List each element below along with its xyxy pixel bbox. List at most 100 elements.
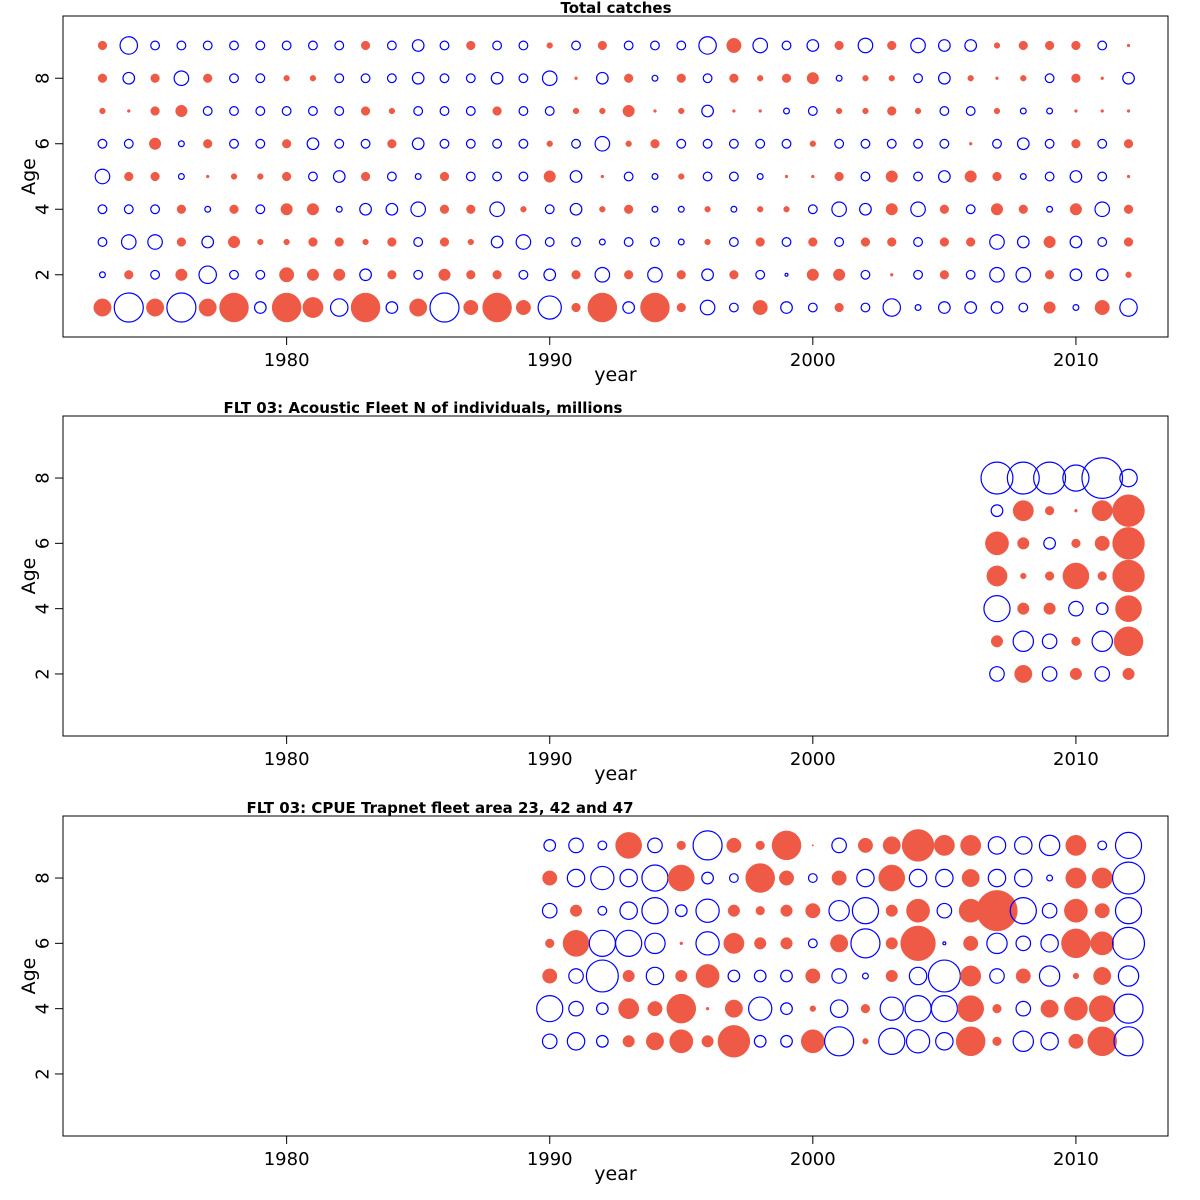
negative-residual-bubble [307, 40, 318, 51]
negative-residual-bubble [856, 868, 875, 888]
negative-residual-bubble [701, 268, 714, 282]
positive-residual-bubble [624, 73, 634, 83]
negative-residual-bubble [677, 205, 685, 213]
negative-residual-bubble [935, 1032, 954, 1051]
negative-residual-bubble [176, 40, 187, 51]
negative-residual-bubble [1041, 666, 1058, 682]
negative-residual-bubble [1018, 302, 1029, 313]
negative-residual-bubble [385, 202, 399, 216]
negative-residual-bubble [490, 235, 504, 249]
negative-residual-bubble [1019, 173, 1027, 181]
x-tick-label: 1980 [264, 350, 310, 371]
negative-residual-bubble [910, 37, 926, 54]
negative-residual-bubble [541, 902, 558, 919]
positive-residual-bubble [362, 238, 369, 246]
negative-residual-bubble [989, 266, 1005, 283]
x-tick-label: 2000 [790, 749, 836, 770]
negative-residual-bubble [166, 292, 197, 323]
positive-residual-bubble [543, 170, 556, 183]
negative-residual-bubble [964, 301, 978, 314]
negative-residual-bubble [595, 1002, 609, 1016]
x-tick-label: 2010 [1053, 350, 1099, 371]
positive-residual-bubble [755, 237, 765, 247]
negative-residual-bubble [728, 171, 739, 182]
chart-title: FLT 03: Acoustic Fleet N of individuals,… [224, 399, 623, 417]
positive-residual-bubble [1061, 928, 1091, 959]
negative-residual-bubble [385, 301, 399, 314]
positive-residual-bubble [597, 40, 607, 51]
negative-residual-bubble [1114, 897, 1143, 925]
positive-residual-bubble [615, 832, 642, 859]
negative-residual-bubble [781, 138, 792, 149]
negative-residual-bubble [334, 40, 345, 51]
negative-residual-bubble [879, 996, 904, 1021]
negative-residual-bubble [569, 202, 583, 216]
positive-residual-bubble [198, 298, 217, 317]
y-axis-label: Age [18, 958, 40, 995]
positive-residual-bubble [1123, 139, 1134, 149]
positive-residual-bubble [1017, 602, 1030, 615]
positive-residual-bubble [283, 75, 290, 82]
positive-residual-bubble [1017, 537, 1030, 550]
negative-residual-bubble [541, 70, 558, 87]
positive-residual-bubble [963, 935, 979, 951]
positive-residual-bubble [957, 995, 984, 1022]
negative-residual-bubble [807, 106, 818, 116]
positive-residual-bubble [726, 37, 742, 53]
negative-residual-bubble [537, 295, 562, 320]
negative-residual-bubble [728, 302, 739, 313]
positive-residual-bubble [1069, 667, 1082, 681]
negative-residual-bubble [595, 1034, 609, 1048]
x-tick-label: 1990 [527, 749, 573, 770]
positive-residual-bubble [704, 238, 711, 246]
positive-residual-bubble [834, 40, 844, 51]
negative-residual-bubble [730, 205, 738, 213]
positive-residual-bubble [667, 864, 695, 892]
negative-residual-bubble [229, 40, 239, 51]
negative-residual-bubble [927, 959, 961, 993]
negative-residual-bubble [857, 37, 874, 54]
negative-residual-bubble [755, 269, 766, 280]
positive-residual-bubble [833, 268, 846, 281]
negative-residual-bubble [860, 269, 871, 280]
positive-residual-bubble [992, 1036, 1002, 1046]
negative-residual-bubble [334, 106, 345, 116]
positive-residual-bubble [515, 300, 531, 316]
negative-residual-bubble [623, 237, 634, 247]
negative-residual-bubble [518, 106, 529, 116]
negative-residual-bubble [851, 897, 880, 925]
positive-residual-bubble [482, 292, 512, 323]
negative-residual-bubble [989, 666, 1005, 682]
positive-residual-bubble [309, 75, 317, 82]
positive-residual-bubble [755, 840, 765, 850]
negative-residual-bubble [1069, 235, 1083, 249]
negative-residual-bubble [913, 237, 924, 247]
positive-residual-bubble [1122, 667, 1135, 681]
negative-residual-bubble [94, 168, 111, 185]
positive-residual-bubble [1094, 903, 1110, 919]
positive-residual-bubble [1015, 968, 1031, 984]
y-axis-label: Age [18, 558, 40, 595]
positive-residual-bubble [1071, 40, 1081, 51]
negative-residual-bubble [756, 173, 764, 181]
positive-residual-bubble [492, 106, 502, 116]
negative-residual-bubble [543, 838, 557, 852]
positive-residual-bubble [705, 1006, 710, 1011]
negative-residual-bubble [544, 106, 555, 116]
negative-residual-bubble [910, 201, 926, 218]
negative-residual-bubble [122, 71, 136, 85]
positive-residual-bubble [227, 235, 241, 249]
positive-residual-bubble [964, 170, 977, 183]
negative-residual-bubble [935, 868, 954, 888]
negative-residual-bubble [1097, 138, 1108, 149]
negative-residual-bubble [229, 269, 239, 280]
positive-residual-bubble [93, 298, 112, 317]
positive-residual-bubble [1071, 538, 1081, 548]
negative-residual-bubble [201, 235, 215, 249]
positive-residual-bubble [1069, 203, 1082, 216]
negative-residual-bubble [980, 461, 1014, 495]
negative-residual-bubble [1015, 935, 1032, 952]
positive-residual-bubble [175, 104, 188, 118]
negative-residual-bubble [913, 138, 924, 149]
negative-residual-bubble [515, 234, 532, 250]
